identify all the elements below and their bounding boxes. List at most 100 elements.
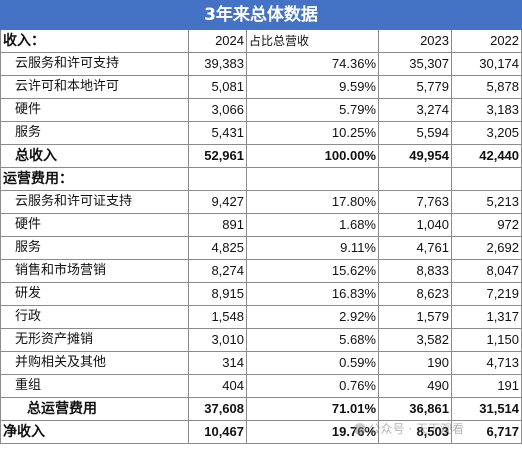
- cell-2023: 36,861: [378, 397, 452, 421]
- cell-2023: 1,040: [378, 213, 452, 237]
- table-row: 云服务和许可证支持 9,427 17.80% 7,763 5,213: [0, 190, 522, 214]
- cell-2022: 8,047: [450, 259, 522, 283]
- cell-2023: 8,503: [378, 420, 452, 444]
- total-opex-label: 总运营费用: [0, 397, 189, 421]
- row-label: 重组: [0, 374, 189, 398]
- cell-2024: 314: [188, 351, 247, 375]
- header-2022: 2022: [450, 29, 522, 53]
- table-row: 服务 5,431 10.25% 5,594 3,205: [0, 121, 522, 145]
- cell-2023: 5,779: [378, 75, 452, 99]
- row-label: 销售和市场营销: [0, 259, 189, 283]
- cell-2022: 972: [450, 213, 522, 237]
- cell-2023: 8,623: [378, 282, 452, 306]
- cell-2024: 1,548: [188, 305, 247, 329]
- total-revenue-row: 总收入 52,961 100.00% 49,954 42,440: [0, 144, 522, 168]
- cell-2024: 39,383: [188, 52, 247, 76]
- title-row: 3年来总体数据: [0, 0, 522, 30]
- cell-2024: 8,915: [188, 282, 247, 306]
- cell-2023: 1,579: [378, 305, 452, 329]
- row-label: 云许可和本地许可: [0, 75, 189, 99]
- cell-2023: 35,307: [378, 52, 452, 76]
- total-revenue-label: 总收入: [0, 144, 189, 168]
- cell-pct: 1.68%: [246, 213, 379, 237]
- cell-2023: 190: [378, 351, 452, 375]
- cell-2022: 3,205: [450, 121, 522, 145]
- table-row: 硬件 3,066 5.79% 3,274 3,183: [0, 98, 522, 122]
- header-2023: 2023: [378, 29, 452, 53]
- row-label: 并购相关及其他: [0, 351, 189, 375]
- cell-pct: 0.76%: [246, 374, 379, 398]
- cell-2022: 2,692: [450, 236, 522, 260]
- cell-2022: 4,713: [450, 351, 522, 375]
- cell-2023: 8,833: [378, 259, 452, 283]
- empty-cell: [378, 167, 452, 191]
- cell-2024: 3,066: [188, 98, 247, 122]
- cell-pct: 100.00%: [246, 144, 379, 168]
- table-row: 硬件 891 1.68% 1,040 972: [0, 213, 522, 237]
- empty-cell: [188, 167, 247, 191]
- empty-cell: [450, 167, 522, 191]
- net-income-row: 净收入 10,467 19.76% 8,503 6,717: [0, 420, 522, 444]
- cell-2022: 31,514: [450, 397, 522, 421]
- table-row: 研发 8,915 16.83% 8,623 7,219: [0, 282, 522, 306]
- row-label: 硬件: [0, 213, 189, 237]
- cell-pct: 5.79%: [246, 98, 379, 122]
- cell-pct: 5.68%: [246, 328, 379, 352]
- table-row: 云服务和许可支持 39,383 74.36% 35,307 30,174: [0, 52, 522, 76]
- table-row: 并购相关及其他 314 0.59% 190 4,713: [0, 351, 522, 375]
- cell-pct: 2.92%: [246, 305, 379, 329]
- empty-cell: [246, 167, 379, 191]
- opex-section-label: 运营费用：: [0, 167, 189, 191]
- cell-2024: 4,825: [188, 236, 247, 260]
- cell-pct: 10.25%: [246, 121, 379, 145]
- cell-pct: 16.83%: [246, 282, 379, 306]
- cell-2023: 490: [378, 374, 452, 398]
- table-row: 重组 404 0.76% 490 191: [0, 374, 522, 398]
- row-label: 云服务和许可支持: [0, 52, 189, 76]
- table-row: 行政 1,548 2.92% 1,579 1,317: [0, 305, 522, 329]
- cell-2023: 3,274: [378, 98, 452, 122]
- cell-2022: 1,150: [450, 328, 522, 352]
- table-row: 销售和市场营销 8,274 15.62% 8,833 8,047: [0, 259, 522, 283]
- cell-2023: 5,594: [378, 121, 452, 145]
- table-row: 云许可和本地许可 5,081 9.59% 5,779 5,878: [0, 75, 522, 99]
- total-opex-row: 总运营费用 37,608 71.01% 36,861 31,514: [0, 397, 522, 421]
- row-label: 硬件: [0, 98, 189, 122]
- cell-2024: 3,010: [188, 328, 247, 352]
- table-title: 3年来总体数据: [0, 0, 522, 30]
- cell-pct: 71.01%: [246, 397, 379, 421]
- cell-2024: 9,427: [188, 190, 247, 214]
- header-2024: 2024: [188, 29, 247, 53]
- cell-2023: 7,763: [378, 190, 452, 214]
- header-pct: 占比总营收: [246, 29, 379, 53]
- cell-2023: 4,761: [378, 236, 452, 260]
- cell-2022: 6,717: [450, 420, 522, 444]
- cell-2023: 49,954: [378, 144, 452, 168]
- cell-2024: 8,274: [188, 259, 247, 283]
- header-row: 收入： 2024 占比总营收 2023 2022: [0, 29, 522, 53]
- cell-pct: 17.80%: [246, 190, 379, 214]
- cell-2024: 52,961: [188, 144, 247, 168]
- cell-pct: 19.76%: [246, 420, 379, 444]
- cell-2024: 10,467: [188, 420, 247, 444]
- cell-2022: 3,183: [450, 98, 522, 122]
- cell-pct: 15.62%: [246, 259, 379, 283]
- cell-pct: 0.59%: [246, 351, 379, 375]
- table-row: 服务 4,825 9.11% 4,761 2,692: [0, 236, 522, 260]
- row-label: 服务: [0, 121, 189, 145]
- net-income-label: 净收入: [0, 420, 189, 444]
- row-label: 服务: [0, 236, 189, 260]
- cell-2022: 191: [450, 374, 522, 398]
- cell-2024: 404: [188, 374, 247, 398]
- row-label: 云服务和许可证支持: [0, 190, 189, 214]
- table-row: 无形资产摊销 3,010 5.68% 3,582 1,150: [0, 328, 522, 352]
- cell-2024: 5,431: [188, 121, 247, 145]
- cell-2022: 30,174: [450, 52, 522, 76]
- cell-pct: 9.59%: [246, 75, 379, 99]
- cell-2023: 3,582: [378, 328, 452, 352]
- cell-2022: 1,317: [450, 305, 522, 329]
- cell-2022: 42,440: [450, 144, 522, 168]
- revenue-section-label: 收入：: [0, 29, 189, 53]
